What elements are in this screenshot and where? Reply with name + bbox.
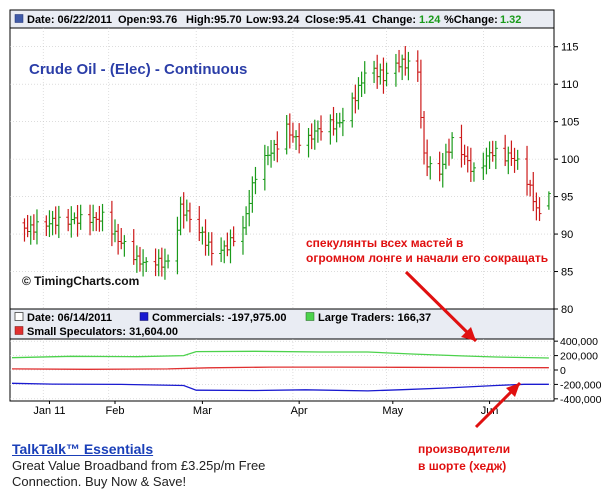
- large-traders-legend: Large Traders: 166,37: [318, 312, 431, 324]
- price-y-axis: 80 85 90 95 100 105 110 115: [554, 42, 579, 316]
- price-bar: [428, 156, 433, 180]
- small-speculators-line: [11, 366, 549, 370]
- header-change-label: Change:: [372, 14, 416, 26]
- header-open: Open:93.76: [118, 14, 177, 26]
- price-bar: [340, 107, 345, 137]
- price-bar: [209, 232, 214, 266]
- price-bar: [515, 149, 520, 170]
- small-speculators-legend: Small Speculators: 31,604.00: [27, 326, 178, 338]
- ad-description-line2: Connection. Buy Now & Save!: [12, 474, 187, 489]
- price-bar: [450, 132, 455, 159]
- price-tick-label: 90: [561, 229, 573, 241]
- speculators-annotation-line2: огромном лонге и начали его сокращать: [306, 251, 548, 265]
- ad-block: TalkTalk™ Essentials Great Value Broadba…: [12, 440, 312, 490]
- cot-date-swatch: [14, 312, 24, 321]
- price-bar: [144, 257, 149, 272]
- crude-oil-chart: Date: 06/22/2011 Open:93.76 High:95.70 L…: [9, 9, 602, 429]
- large-traders-swatch: [305, 312, 315, 321]
- cot-tick-label: 400,000: [560, 336, 598, 348]
- header-change-value: 1.24: [419, 14, 441, 26]
- price-bar: [384, 62, 389, 87]
- cot-grid: [10, 339, 554, 401]
- price-bar: [537, 197, 542, 222]
- commercials-swatch: [139, 312, 149, 321]
- cot-y-axis: 400,000 200,000 0 -200,000 -400,000: [554, 336, 602, 406]
- speculators-annotation: спекулянты всех мастей в огромном лонге …: [306, 236, 548, 265]
- cot-tick-label: -400,000: [560, 394, 602, 406]
- cot-lines: [11, 350, 549, 392]
- price-tick-label: 105: [561, 117, 579, 129]
- price-tick-label: 110: [561, 79, 579, 91]
- x-tick-label: Apr: [291, 405, 308, 417]
- producers-annotation-line1: производители: [418, 442, 510, 456]
- svg-text:Date: 06/14/2011 Commercia: Date: 06/14/2011 Commercials: -197,975.0…: [27, 312, 434, 338]
- commercials-legend: Commercials: -197,975.00: [152, 312, 287, 324]
- price-bars: [22, 45, 551, 280]
- price-bar: [406, 51, 411, 81]
- x-axis: Jan 11 Feb Mar Apr May Jun: [33, 401, 498, 417]
- speculators-annotation-line1: спекулянты всех мастей в: [306, 236, 463, 250]
- price-tick-label: 80: [561, 304, 573, 316]
- commercials-line: [11, 382, 549, 392]
- x-tick-label: Jan 11: [33, 405, 65, 417]
- producers-arrow-head: [506, 383, 520, 397]
- price-bar: [275, 131, 280, 163]
- cot-tick-label: -200,000: [560, 379, 602, 391]
- header-pct-change-value: 1.32: [500, 14, 521, 26]
- small-speculators-swatch: [14, 326, 24, 335]
- price-bar: [122, 235, 127, 257]
- price-bar: [546, 191, 551, 210]
- price-bar: [78, 204, 83, 230]
- price-bar: [253, 166, 258, 195]
- producers-annotation-line2: в шорте (хедж): [418, 459, 506, 473]
- ad-title-link[interactable]: TalkTalk™ Essentials: [12, 441, 154, 457]
- header-high: High:95.70: [186, 14, 242, 26]
- price-bar: [34, 209, 39, 245]
- price-bar: [100, 203, 105, 232]
- price-tick-label: 85: [561, 267, 573, 279]
- price-bar: [166, 254, 171, 269]
- price-tick-label: 115: [561, 42, 579, 54]
- svg-text:Date: 06/22/2011 Open:93.7: Date: 06/22/2011 Open:93.76 High:95.70 L…: [27, 14, 521, 26]
- header-low: Low:93.24: [246, 14, 300, 26]
- chart-title: Crude Oil - (Elec) - Continuous: [29, 61, 247, 78]
- price-tick-label: 100: [561, 154, 579, 166]
- header-close: Close:95.41: [305, 14, 366, 26]
- cot-date: Date: 06/14/2011: [27, 312, 112, 324]
- price-header-swatch: [14, 14, 24, 23]
- price-bar: [187, 202, 192, 233]
- price-plot-frame: [9, 27, 555, 310]
- ad-description-line1: Great Value Broadband from £3.25p/m Free: [12, 458, 266, 473]
- price-bar: [231, 226, 236, 247]
- header-pct-change-label: %Change:: [444, 14, 498, 26]
- speculators-arrow: [404, 270, 478, 343]
- x-tick-label: Mar: [193, 405, 212, 417]
- producers-annotation: производители в шорте (хедж): [418, 442, 514, 473]
- cot-tick-label: 200,000: [560, 351, 598, 363]
- x-tick-label: May: [382, 405, 403, 417]
- cot-tick-label: 0: [560, 365, 566, 377]
- price-bar: [362, 61, 367, 94]
- speculators-arrow-head: [461, 327, 476, 341]
- cot-plot-frame: [9, 308, 555, 402]
- watermark: © TimingCharts.com: [22, 274, 139, 288]
- price-bar: [471, 162, 476, 182]
- header-date: Date: 06/22/2011: [27, 14, 112, 26]
- price-bar: [493, 140, 498, 170]
- price-grid: [10, 28, 554, 310]
- price-bar: [56, 205, 61, 239]
- x-tick-label: Feb: [106, 405, 125, 417]
- price-tick-label: 95: [561, 192, 573, 204]
- price-bar: [319, 115, 324, 141]
- large-traders-line: [11, 350, 549, 359]
- price-bar: [297, 123, 302, 154]
- svg-text:производители в шорте (хед: производители в шорте (хедж): [418, 442, 514, 473]
